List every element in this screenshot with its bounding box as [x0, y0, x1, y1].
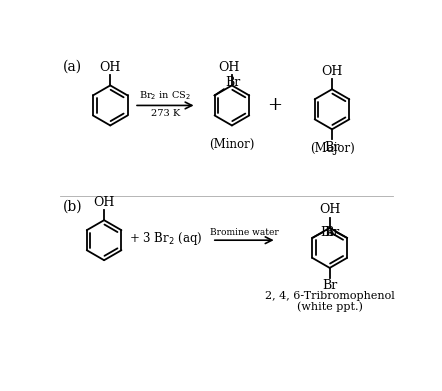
Text: OH: OH — [319, 203, 340, 216]
Text: Bromine water: Bromine water — [210, 228, 278, 237]
Text: (Major): (Major) — [310, 142, 354, 154]
Text: 2, 4, 6-Tribromophenol: 2, 4, 6-Tribromophenol — [265, 291, 395, 301]
Text: Br: Br — [324, 141, 339, 154]
Text: Br: Br — [320, 226, 335, 239]
Text: (Minor): (Minor) — [209, 138, 255, 151]
Text: (white ppt.): (white ppt.) — [297, 302, 362, 312]
Text: OH: OH — [99, 61, 121, 74]
Text: OH: OH — [218, 61, 240, 74]
Text: Br: Br — [225, 75, 240, 88]
Text: Br: Br — [324, 226, 339, 239]
Text: Br$_2$ in CS$_2$: Br$_2$ in CS$_2$ — [139, 89, 191, 102]
Text: OH: OH — [93, 196, 115, 209]
Text: +: + — [267, 97, 282, 115]
Text: Br: Br — [322, 280, 337, 292]
Text: + 3 Br$_2$ (aq): + 3 Br$_2$ (aq) — [129, 230, 202, 247]
Text: (b): (b) — [62, 200, 82, 214]
Text: (a): (a) — [62, 59, 82, 73]
Text: OH: OH — [321, 65, 343, 78]
Text: 273 K: 273 K — [151, 109, 180, 118]
